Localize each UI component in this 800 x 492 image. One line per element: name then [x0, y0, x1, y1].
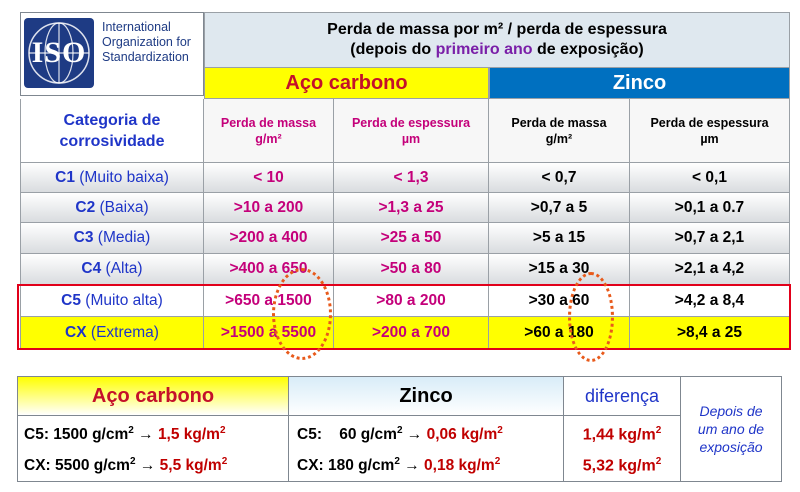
iso-acronym: ISO: [31, 36, 87, 69]
subheader-aco-espessura: Perda de espessura µm: [334, 99, 489, 163]
summary-zinco-header: Zinco: [289, 376, 564, 416]
value-cell: >80 a 200: [334, 285, 489, 317]
category-cell: C3 (Media): [20, 223, 204, 254]
summary-diferenca-header: diferença: [564, 376, 681, 416]
title-line-1: Perda de massa por m² / perda de espessu…: [327, 21, 667, 38]
summary-line: 1,44 kg/m2: [582, 425, 662, 444]
subheader-zinco-espessura: Perda de espessura µm: [630, 99, 790, 163]
dotted-ellipse-zinco: [568, 272, 614, 362]
title-highlight: primeiro ano: [435, 41, 533, 58]
table-title: Perda de massa por m² / perda de espessu…: [204, 12, 790, 68]
subheader-aco-massa: Perda de massa g/m²: [204, 99, 334, 163]
category-header: Categoria de corrosividade: [20, 99, 204, 163]
category-cell: C4 (Alta): [20, 254, 204, 285]
summary-line: C5: 60 g/cm2 → 0,06 kg/m2: [297, 425, 503, 444]
iso-globe-icon: ISO: [24, 18, 94, 88]
summary-line: CX: 5500 g/cm2 → 5,5 kg/m2: [24, 455, 228, 474]
org-line: International: [102, 20, 171, 34]
value-cell: >0,7 a 5: [489, 193, 630, 223]
value-cell: < 0,7: [489, 163, 630, 193]
category-cell: CX (Extrema): [20, 317, 204, 349]
org-line: Standardization: [102, 50, 189, 64]
category-cell: C1 (Muito baixa): [20, 163, 204, 193]
value-cell: >10 a 200: [204, 193, 334, 223]
category-cell: C5 (Muito alta): [20, 285, 204, 317]
title-line-2: (depois do primeiro ano de exposição): [350, 41, 644, 58]
category-cell: C2 (Baixa): [20, 193, 204, 223]
summary-line: CX: 180 g/cm2 → 0,18 kg/m2: [297, 455, 501, 474]
value-cell: >0,7 a 2,1: [630, 223, 790, 254]
value-cell: >25 a 50: [334, 223, 489, 254]
value-cell: >4,2 a 8,4: [630, 285, 790, 317]
value-cell: >200 a 400: [204, 223, 334, 254]
zinco-header: Zinco: [489, 67, 790, 99]
value-cell: >2,1 a 4,2: [630, 254, 790, 285]
value-cell: >8,4 a 25: [630, 317, 790, 349]
value-cell: < 0,1: [630, 163, 790, 193]
value-cell: >5 a 15: [489, 223, 630, 254]
value-cell: >0,1 a 0.7: [630, 193, 790, 223]
org-line: Organization for: [102, 35, 191, 49]
summary-line: 5,32 kg/m2: [582, 455, 662, 474]
value-cell: >1,3 a 25: [334, 193, 489, 223]
iso-organization-name: International Organization for Standardi…: [102, 20, 202, 65]
aco-carbono-header: Aço carbono: [204, 67, 489, 99]
summary-aco-header: Aço carbono: [17, 376, 289, 416]
value-cell: >15 a 30: [489, 254, 630, 285]
summary-zinco-values: C5: 60 g/cm2 → 0,06 kg/m2 CX: 180 g/cm2 …: [289, 416, 564, 482]
summary-aco-values: C5: 1500 g/cm2 → 1,5 kg/m2 CX: 5500 g/cm…: [17, 416, 289, 482]
summary-diferenca-values: 1,44 kg/m2 5,32 kg/m2: [564, 416, 681, 482]
value-cell: >50 a 80: [334, 254, 489, 285]
summary-depois-note: Depois de um ano de exposição: [681, 376, 782, 482]
highlight-box-c5-cx: [17, 284, 791, 350]
dotted-ellipse-aco: [272, 268, 332, 360]
summary-line: C5: 1500 g/cm2 → 1,5 kg/m2: [24, 425, 226, 444]
value-cell: < 1,3: [334, 163, 489, 193]
subheader-zinco-massa: Perda de massa g/m²: [489, 99, 630, 163]
value-cell: < 10: [204, 163, 334, 193]
